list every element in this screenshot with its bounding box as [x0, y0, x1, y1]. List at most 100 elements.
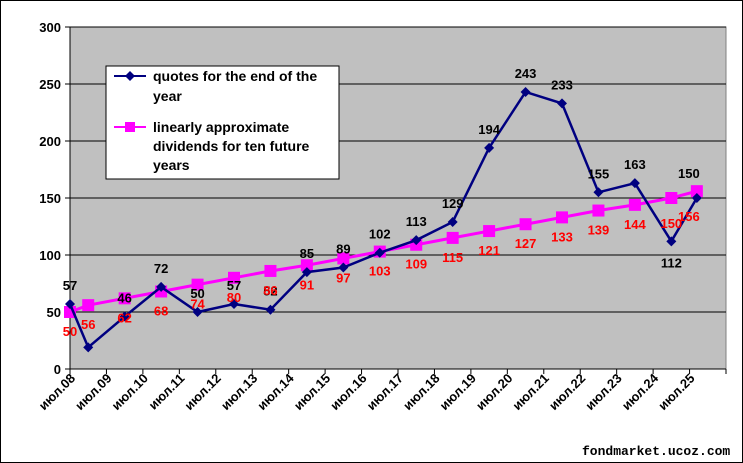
dividends-point: [337, 252, 350, 265]
x-tick-label: июл.17: [364, 371, 407, 414]
dividends-data-label: 109: [405, 257, 427, 272]
x-tick-label: июл.24: [619, 370, 662, 413]
y-tick-label: 150: [39, 191, 61, 206]
x-tick-label: июл.14: [254, 370, 297, 413]
x-tick-label: июл.13: [218, 371, 261, 414]
quotes-point: [229, 299, 239, 310]
dividends-point: [82, 299, 95, 312]
x-tick-label: июл.21: [509, 371, 552, 414]
series-quotes: [65, 86, 702, 353]
quotes-point: [411, 235, 422, 246]
dividends-data-label: 97: [336, 270, 350, 285]
quotes-point: [265, 304, 276, 315]
legend: quotes for the end of the year linearly …: [105, 65, 340, 180]
dividends-point: [519, 218, 532, 231]
x-tick-label: июл.11: [145, 371, 187, 413]
dividends-point: [264, 264, 277, 277]
quotes-point: [629, 178, 640, 189]
quotes-point: [65, 299, 75, 310]
x-axis: июл.08июл.09июл.10июл.11июл.12июл.13июл.…: [36, 368, 727, 414]
legend-div-label-3: years: [153, 157, 190, 173]
quotes-data-label: 163: [624, 157, 646, 172]
y-tick-label: 0: [54, 362, 61, 377]
dividends-data-label: 74: [190, 297, 205, 312]
y-tick-label: 50: [47, 305, 61, 320]
quotes-data-label: 50: [190, 286, 204, 301]
y-tick-label: 200: [39, 134, 61, 149]
quotes-data-label: 233: [551, 77, 573, 92]
quotes-point: [691, 193, 702, 203]
quotes-data-label: 72: [154, 261, 168, 276]
dividends-point: [300, 259, 313, 272]
dividends-point: [628, 198, 641, 211]
quotes-point: [156, 281, 167, 292]
quotes-point: [374, 247, 385, 258]
quotes-data-label: 57: [227, 278, 241, 293]
quotes-data-label: 52: [263, 284, 277, 299]
dividends-data-label: 150: [660, 216, 682, 231]
x-tick-label: июл.12: [181, 371, 224, 414]
quotes-data-label: 243: [515, 66, 537, 81]
dividends-point: [592, 204, 605, 217]
quotes-data-label: 57: [63, 278, 77, 293]
x-tick-label: июл.15: [291, 371, 334, 414]
legend-div-label-2: dividends for ten future: [153, 138, 310, 154]
quotes-point: [119, 311, 130, 322]
dividends-data-label: 86: [263, 283, 277, 298]
x-tick-label: июл.20: [473, 371, 516, 414]
x-tick-label: июл.10: [109, 371, 152, 414]
dividends-data-label: 127: [515, 236, 537, 251]
x-tick-label: июл.09: [72, 371, 115, 414]
dividends-data-label: 56: [81, 317, 95, 332]
data-labels: 57 46 72 50 57 52 85 89 102 113 129 194 243 233 155 163…: [63, 66, 700, 339]
legend-div-marker: [125, 122, 135, 132]
quotes-point: [301, 267, 312, 278]
dividends-data-label: 121: [478, 243, 500, 258]
quotes-point: [83, 342, 94, 353]
quotes-data-label: 194: [478, 122, 500, 137]
quotes-point: [338, 262, 349, 273]
quotes-point: [192, 307, 203, 317]
dividends-point: [665, 192, 678, 204]
x-tick-label: июл.23: [582, 371, 625, 414]
quotes-data-label: 155: [588, 166, 610, 181]
y-tick-label: 100: [39, 248, 61, 263]
dividends-point: [191, 278, 204, 291]
legend-quotes-label-2: year: [153, 88, 182, 104]
quotes-point: [484, 142, 495, 153]
x-tick-label: июл.19: [437, 371, 480, 414]
y-tick-label: 250: [39, 77, 61, 92]
x-tick-label: июл.18: [400, 371, 443, 414]
x-tick-label: июл.25: [655, 371, 698, 414]
dividends-point: [228, 271, 240, 284]
quotes-data-label: 150: [678, 166, 700, 181]
legend-quotes-label-1: quotes for the end of the: [153, 68, 317, 84]
quotes-point: [447, 216, 458, 227]
dividends-data-label: 91: [300, 277, 314, 292]
quotes-data-label: 89: [336, 242, 350, 257]
dividends-data-label: 103: [369, 264, 391, 279]
quotes-point: [520, 86, 531, 97]
quotes-data-label: 46: [117, 291, 131, 306]
dividends-data-label: 50: [63, 324, 77, 339]
legend-box: [105, 65, 340, 180]
quotes-data-label: 113: [406, 214, 427, 229]
quotes-data-label: 102: [369, 227, 391, 242]
quotes-point: [666, 236, 677, 247]
dividends-data-label: 62: [117, 310, 131, 325]
dividends-data-label: 139: [588, 223, 610, 238]
dividends-point: [483, 225, 496, 238]
dividends-data-label: 80: [227, 290, 241, 305]
x-tick-label: июл.22: [546, 371, 589, 414]
dividends-data-label: 115: [442, 250, 463, 265]
dividends-data-label: 144: [624, 217, 646, 232]
dividends-point: [690, 185, 703, 198]
dividends-point: [446, 231, 459, 244]
quotes-point: [593, 187, 604, 198]
quotes-point: [557, 98, 567, 109]
x-tick-label: июл.16: [327, 371, 370, 414]
legend-quotes-marker: [125, 71, 135, 81]
dividends-point: [118, 292, 131, 305]
site-credit: fondmarket.ucoz.com: [582, 444, 730, 459]
